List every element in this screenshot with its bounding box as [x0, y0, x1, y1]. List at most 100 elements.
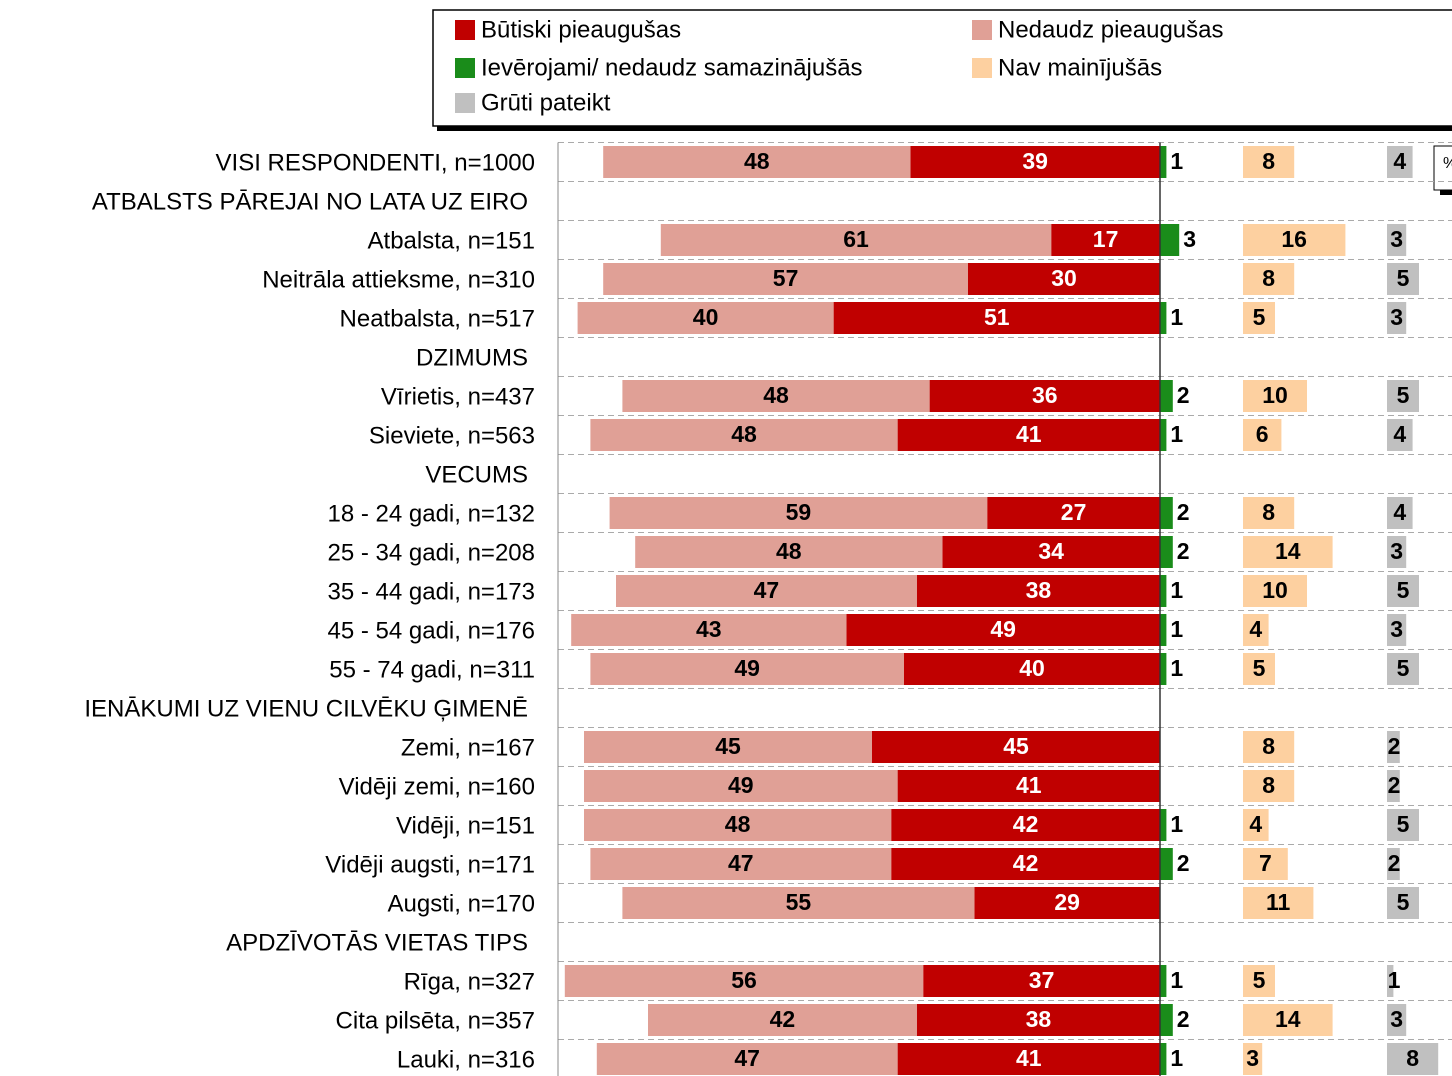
value-label: 1 [1170, 616, 1183, 642]
value-label: 14 [1275, 1006, 1301, 1032]
bar [584, 731, 872, 763]
bar [1160, 146, 1167, 178]
value-label: 17 [1093, 226, 1119, 252]
bar [1387, 263, 1419, 295]
value-label: 30 [1051, 265, 1077, 291]
bar [635, 536, 943, 568]
bar [1243, 770, 1295, 802]
bar [916, 575, 1160, 607]
value-label: 41 [1016, 1045, 1042, 1071]
legend-swatch [455, 58, 475, 78]
bar [609, 497, 988, 529]
value-label: 49 [990, 616, 1016, 642]
legend-label: Nav mainījušās [998, 54, 1162, 81]
bar [891, 848, 1160, 880]
value-label: 1 [1170, 811, 1183, 837]
bar [1387, 536, 1407, 568]
value-label: 40 [1019, 655, 1045, 681]
value-label: 42 [770, 1006, 796, 1032]
bar [1051, 224, 1160, 256]
value-label: 5 [1397, 577, 1410, 603]
bar [1243, 146, 1295, 178]
bar [872, 731, 1160, 763]
category-label: Vidēji augsti, n=171 [325, 851, 535, 878]
unit-box-shadow [1440, 190, 1452, 195]
value-label: 2 [1177, 538, 1190, 564]
value-label: 3 [1390, 1006, 1403, 1032]
legend-swatch [972, 58, 992, 78]
bar [603, 263, 968, 295]
category-label: Vidēji zemi, n=160 [339, 773, 535, 800]
value-label: 56 [731, 967, 757, 993]
bar [1387, 146, 1413, 178]
bar [1243, 419, 1282, 451]
bar [1160, 809, 1167, 841]
bar [616, 575, 917, 607]
value-label: 41 [1016, 421, 1042, 447]
bar [1243, 1004, 1333, 1036]
bar [910, 146, 1160, 178]
bar [897, 770, 1160, 802]
bar [1387, 848, 1400, 880]
category-label: Vidēji, n=151 [396, 812, 535, 839]
bar [1160, 1043, 1167, 1075]
legend: Būtiski pieaugušas Nedaudz pieaugušas Ievē… [432, 9, 1452, 131]
category-label: VISI RESPONDENTI, n=1000 [216, 149, 535, 176]
value-label: 55 [786, 889, 812, 915]
value-label: 39 [1022, 148, 1048, 174]
bar [846, 614, 1160, 646]
category-label: Rīga, n=327 [404, 968, 535, 995]
bar [1160, 614, 1167, 646]
bar [1243, 263, 1295, 295]
value-label: 1 [1170, 304, 1183, 330]
legend-swatch [455, 20, 475, 40]
value-label: 2 [1177, 1006, 1190, 1032]
bar [1160, 380, 1173, 412]
value-label: 2 [1388, 733, 1401, 759]
bar [1243, 1043, 1263, 1075]
value-label: 57 [773, 265, 799, 291]
value-label: 48 [725, 811, 751, 837]
category-label: Cita pilsēta, n=357 [336, 1007, 535, 1034]
bar [1243, 731, 1295, 763]
bar [1243, 224, 1346, 256]
value-label: 2 [1177, 850, 1190, 876]
category-label: Neitrāla attieksme, n=310 [262, 266, 535, 293]
bar [929, 380, 1160, 412]
bar [648, 1004, 917, 1036]
legend-box [432, 9, 1452, 127]
value-label: 5 [1397, 382, 1410, 408]
bar [596, 1043, 898, 1075]
bar [1243, 653, 1275, 685]
bar [1387, 965, 1394, 997]
value-label: 2 [1388, 772, 1401, 798]
value-label: 14 [1275, 538, 1301, 564]
bar [1243, 848, 1288, 880]
value-label: 4 [1393, 421, 1406, 447]
bar [1160, 848, 1173, 880]
value-label: 49 [728, 772, 754, 798]
value-label: 1 [1170, 1045, 1183, 1071]
bar [1387, 1043, 1439, 1075]
value-label: 5 [1397, 265, 1410, 291]
bar [1243, 497, 1295, 529]
bar [1160, 965, 1167, 997]
value-label: 1 [1170, 577, 1183, 603]
value-label: 61 [843, 226, 869, 252]
value-label: 47 [734, 1045, 760, 1071]
bar [916, 1004, 1160, 1036]
value-label: 45 [715, 733, 741, 759]
bar [974, 887, 1160, 919]
value-label: 8 [1262, 772, 1275, 798]
bar [564, 965, 924, 997]
bar [942, 536, 1160, 568]
bar [1160, 497, 1173, 529]
bar [833, 302, 1160, 334]
value-label: 3 [1246, 1045, 1259, 1071]
value-label: 8 [1406, 1045, 1419, 1071]
bar [622, 887, 975, 919]
value-label: 43 [696, 616, 722, 642]
value-label: 34 [1038, 538, 1064, 564]
bar [1387, 809, 1419, 841]
legend-label: Grūti pateikt [481, 89, 611, 116]
